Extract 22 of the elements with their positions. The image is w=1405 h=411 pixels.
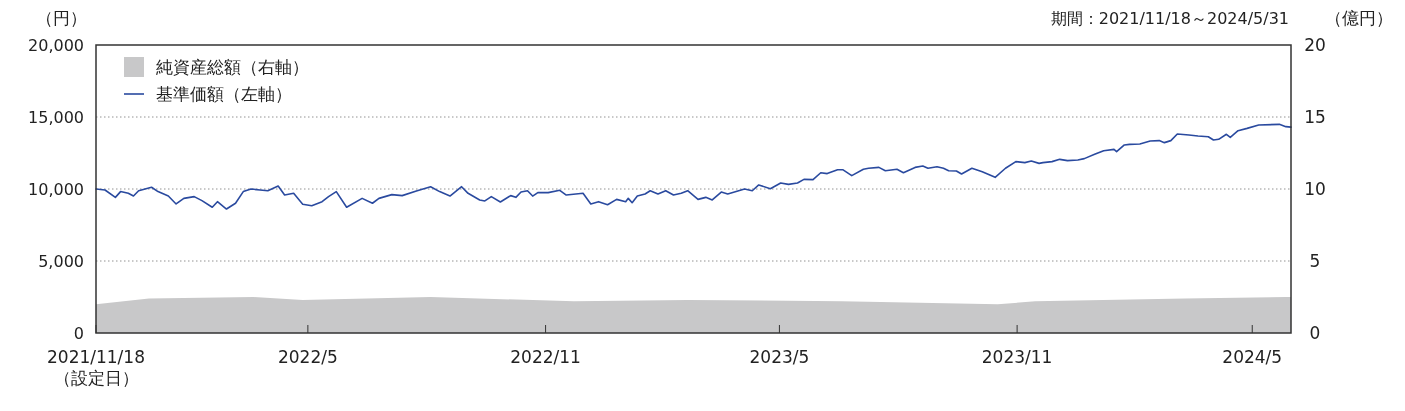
x-tick-label: 2022/5: [277, 347, 338, 367]
y-tick-label: 10,000: [28, 180, 84, 199]
x-tick-label: 2022/11: [510, 347, 581, 367]
y2-tick-label: 20: [1304, 35, 1326, 55]
y-axis-title: （円）: [36, 8, 87, 28]
y-tick-label: 5,000: [38, 252, 84, 271]
line-series: [95, 123, 1292, 210]
y-tick-label: 20,000: [28, 36, 84, 55]
y-tick-label: 0: [73, 324, 84, 343]
y2-tick-label: 0: [1309, 323, 1321, 343]
y2-tick-label: 5: [1309, 251, 1321, 271]
x-tick-label: 2024/5: [1222, 347, 1283, 367]
y2-axis-title: （億円）: [1325, 8, 1393, 28]
y2-tick-label: 10: [1304, 179, 1326, 199]
text: 期間：2021/11/18～2024/5/31: [1050, 9, 1289, 28]
y2-tick-label: 15: [1304, 107, 1326, 127]
x-tick-label: 2023/11: [981, 347, 1053, 367]
legend-label: 基準価額（左軸）: [156, 84, 292, 104]
x-tick-label: 2021/11/18 （設定日）: [47, 347, 145, 388]
y-tick-label: 15,000: [28, 108, 84, 127]
x-tick-label: 2023/5: [749, 347, 810, 367]
legend-label: 純資産総額（右軸）: [156, 57, 309, 77]
